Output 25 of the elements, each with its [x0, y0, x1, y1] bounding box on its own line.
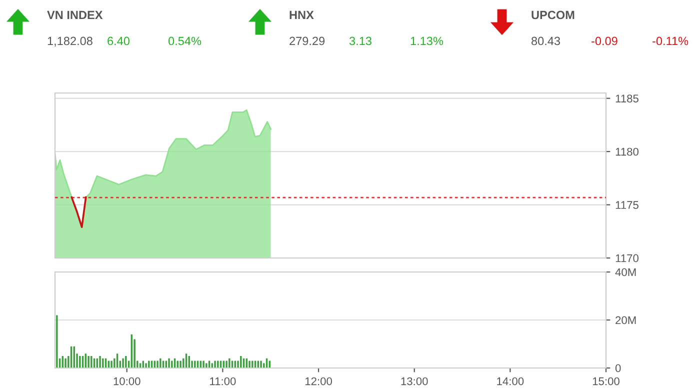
y-tick-label: 0 — [615, 364, 621, 372]
category-label: VN INDEX — [47, 10, 103, 20]
data-label: 6.40 — [108, 36, 130, 46]
text: 1,182.08 — [48, 36, 92, 47]
y-tick-label: 1170 — [616, 254, 638, 262]
text: -0.11% — [652, 36, 688, 46]
x-tick-label: 12:00 — [305, 377, 332, 386]
text: 279.29 — [290, 36, 325, 46]
y-tick-label: 40M — [615, 268, 636, 276]
x-tick-label: 15:00 — [592, 377, 620, 386]
text: 0.54% — [168, 36, 202, 46]
y-tick-label: 1185 — [616, 94, 638, 102]
data-label: 3.13 — [349, 36, 372, 46]
text: 1.13% — [410, 36, 444, 46]
x-tick-label: 11:00 — [210, 377, 236, 386]
x-tick-label: 10:00 — [114, 377, 140, 386]
data-label: -0.09 — [592, 36, 618, 46]
x-tick-label: 14:00 — [497, 377, 524, 386]
category-label: HNX — [290, 10, 314, 20]
text: 80.43 — [532, 36, 560, 46]
y-tick-label: 1175 — [616, 201, 638, 209]
y-tick-label: 20M — [616, 316, 636, 324]
category-label: UPCOM — [532, 10, 574, 20]
x-tick-label: 13:00 — [401, 377, 428, 386]
y-tick-label: 1180 — [616, 148, 638, 156]
